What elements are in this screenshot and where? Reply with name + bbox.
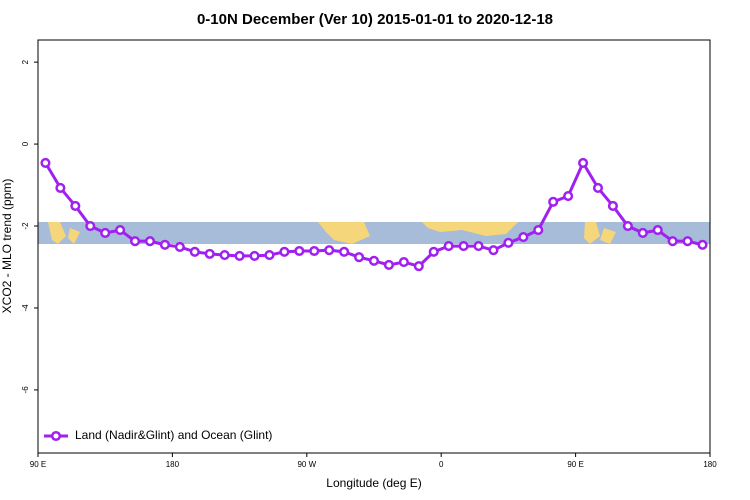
data-point	[488, 245, 499, 256]
x-tick-label: 180	[166, 460, 180, 469]
data-point	[652, 225, 663, 236]
data-point	[413, 261, 424, 272]
data-point	[622, 220, 633, 232]
data-point	[100, 227, 111, 239]
data-point	[309, 245, 320, 257]
data-point	[518, 232, 529, 243]
y-tick-label: -6	[21, 386, 30, 394]
data-line	[44, 159, 703, 268]
data-point	[533, 225, 544, 236]
data-point	[398, 257, 409, 268]
x-tick-label: 0	[439, 460, 444, 469]
x-tick-label: 90 E	[567, 460, 583, 469]
data-point	[324, 245, 335, 256]
data-point	[144, 236, 156, 247]
data-point	[473, 241, 484, 252]
chart-title: 0-10N December (Ver 10) 2015-01-01 to 20…	[197, 11, 553, 28]
data-point	[189, 246, 200, 257]
data-point	[667, 236, 678, 247]
data-point	[563, 191, 574, 202]
data-point	[503, 237, 514, 248]
y-tick-label: 0	[21, 141, 30, 146]
data-point	[339, 246, 350, 257]
data-point	[637, 227, 648, 239]
data-point	[279, 246, 290, 257]
data-point	[428, 246, 439, 257]
data-point	[578, 157, 589, 168]
data-point	[443, 241, 454, 252]
x-tick-label: 180	[703, 460, 717, 469]
data-point	[368, 255, 380, 266]
data-point	[204, 248, 215, 259]
data-point	[234, 250, 245, 261]
data-point	[55, 182, 66, 193]
y-tick-label: -4	[21, 304, 30, 312]
plot-frame	[37, 39, 711, 454]
data-point	[607, 200, 618, 211]
legend-label: Land (Nadir&Glint) and Ocean (Glint)	[75, 428, 272, 442]
y-axis-label: XCO2 - MLO trend (ppm)	[0, 179, 14, 314]
x-tick-label: 90 E	[30, 460, 46, 469]
legend-marker	[50, 430, 62, 442]
data-point	[249, 250, 260, 261]
x-tick-label: 90 W	[297, 460, 316, 469]
y-tick-label: 2	[21, 59, 30, 64]
data-point	[264, 250, 275, 261]
data-point	[682, 236, 693, 247]
data-point	[70, 200, 81, 211]
data-point	[458, 241, 469, 252]
data-point	[294, 245, 305, 257]
data-point	[354, 252, 365, 263]
data-point	[159, 239, 170, 250]
data-point	[697, 239, 708, 250]
data-point	[592, 182, 604, 193]
data-point	[130, 236, 141, 247]
data-point	[115, 225, 126, 236]
data-point	[383, 259, 394, 270]
data-point	[174, 241, 185, 252]
data-point	[548, 196, 559, 207]
y-tick-label: -2	[21, 222, 30, 230]
data-point	[219, 250, 230, 261]
x-axis-label: Longitude (deg E)	[326, 476, 421, 490]
data-point	[40, 157, 51, 168]
data-point	[85, 220, 96, 232]
